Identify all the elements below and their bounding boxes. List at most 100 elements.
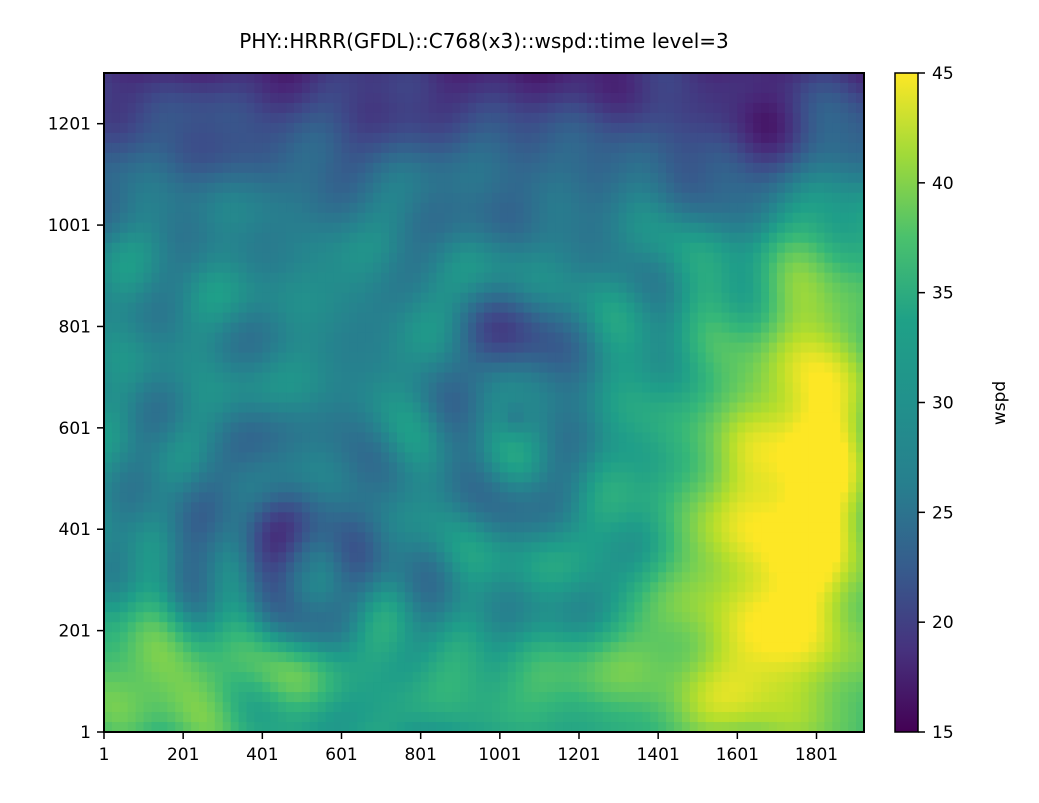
heatmap-cell [444,402,453,414]
heatmap-cell [428,552,438,563]
heatmap-cell [468,152,477,164]
heatmap-cell [507,222,517,234]
heatmap-cell [389,492,398,503]
heatmap-cell [246,522,256,533]
heatmap-cell [301,92,311,104]
heatmap-cell [238,342,248,354]
heatmap-cell [317,122,327,134]
heatmap-cell [579,252,588,264]
heatmap-cell [840,522,849,533]
heatmap-cell [206,362,216,374]
heatmap-cell [594,232,604,244]
heatmap-cell [404,382,414,394]
heatmap-cell [491,492,501,503]
heatmap-cell [238,392,248,404]
heatmap-cell [840,402,849,414]
heatmap-cell [119,462,129,473]
heatmap-cell [214,392,224,404]
heatmap-cell [381,342,390,354]
heatmap-cell [515,252,525,264]
heatmap-cell [658,102,667,114]
heatmap-cell [214,252,224,264]
heatmap-cell [539,552,548,563]
heatmap-cell [373,412,382,424]
heatmap-cell [420,582,430,593]
heatmap-cell [547,162,556,174]
heatmap-cell [199,442,208,454]
heatmap-cell [119,202,129,214]
heatmap-cell [206,392,216,404]
heatmap-cell [689,562,699,573]
heatmap-cell [373,232,382,244]
heatmap-cell [563,202,572,214]
heatmap-cell [753,522,762,533]
heatmap-cell [666,572,675,583]
heatmap-cell [460,552,469,563]
heatmap-cell [515,312,525,324]
heatmap-cell [476,272,485,284]
heatmap-cell [658,562,667,573]
heatmap-cell [127,302,137,314]
heatmap-cell [301,162,311,174]
heatmap-cell [784,312,794,324]
heatmap-cell [191,382,200,394]
heatmap-cell [365,452,374,463]
heatmap-cell [555,532,564,543]
heatmap-cell [468,322,477,334]
heatmap-cell [230,552,240,563]
heatmap-cell [428,102,438,114]
heatmap-cell [634,572,643,583]
heatmap-cell [294,162,303,174]
heatmap-cell [800,82,810,94]
heatmap-cell [610,442,620,454]
heatmap-cell [713,262,723,274]
heatmap-cell [230,172,240,184]
heatmap-cell [199,202,208,214]
heatmap-cell [547,322,556,334]
heatmap-cell [800,552,810,563]
heatmap-cell [824,312,833,324]
heatmap-cell [191,102,200,114]
heatmap-cell [484,472,493,483]
heatmap-cell [776,562,786,573]
heatmap-cell [175,382,184,394]
heatmap-cell [254,572,263,583]
heatmap-cell [143,482,153,493]
heatmap-cell [586,182,596,194]
heatmap-cell [856,362,864,374]
heatmap-cell [191,222,200,234]
heatmap-cell [238,442,248,454]
heatmap-cell [286,82,295,94]
heatmap-cell [183,282,192,294]
heatmap-cell [602,562,612,573]
heatmap-cell [800,242,810,254]
heatmap-cell [650,352,659,364]
heatmap-cell [175,512,184,523]
heatmap-cell [444,422,453,434]
heatmap-cell [816,102,826,114]
heatmap-cell [571,452,580,463]
heatmap-cell [127,482,137,493]
heatmap-cell [808,202,818,214]
heatmap-cell [436,162,446,174]
heatmap-cell [753,332,762,344]
heatmap-cell [333,262,343,274]
heatmap-cell [104,532,113,543]
heatmap-cell [800,292,810,304]
heatmap-cell [404,152,414,164]
heatmap-cell [610,202,620,214]
heatmap-cell [523,162,533,174]
heatmap-cell [206,142,216,154]
heatmap-cell [104,182,113,194]
heatmap-cell [436,472,446,483]
heatmap-cell [650,142,659,154]
heatmap-cell [515,482,525,493]
heatmap-cell [183,182,192,194]
heatmap-cell [389,562,398,573]
heatmap-cell [856,432,864,444]
heatmap-cell [396,422,406,434]
heatmap-cell [594,472,604,483]
heatmap-cell [658,352,667,364]
heatmap-cell [507,73,517,84]
heatmap-cell [396,382,406,394]
